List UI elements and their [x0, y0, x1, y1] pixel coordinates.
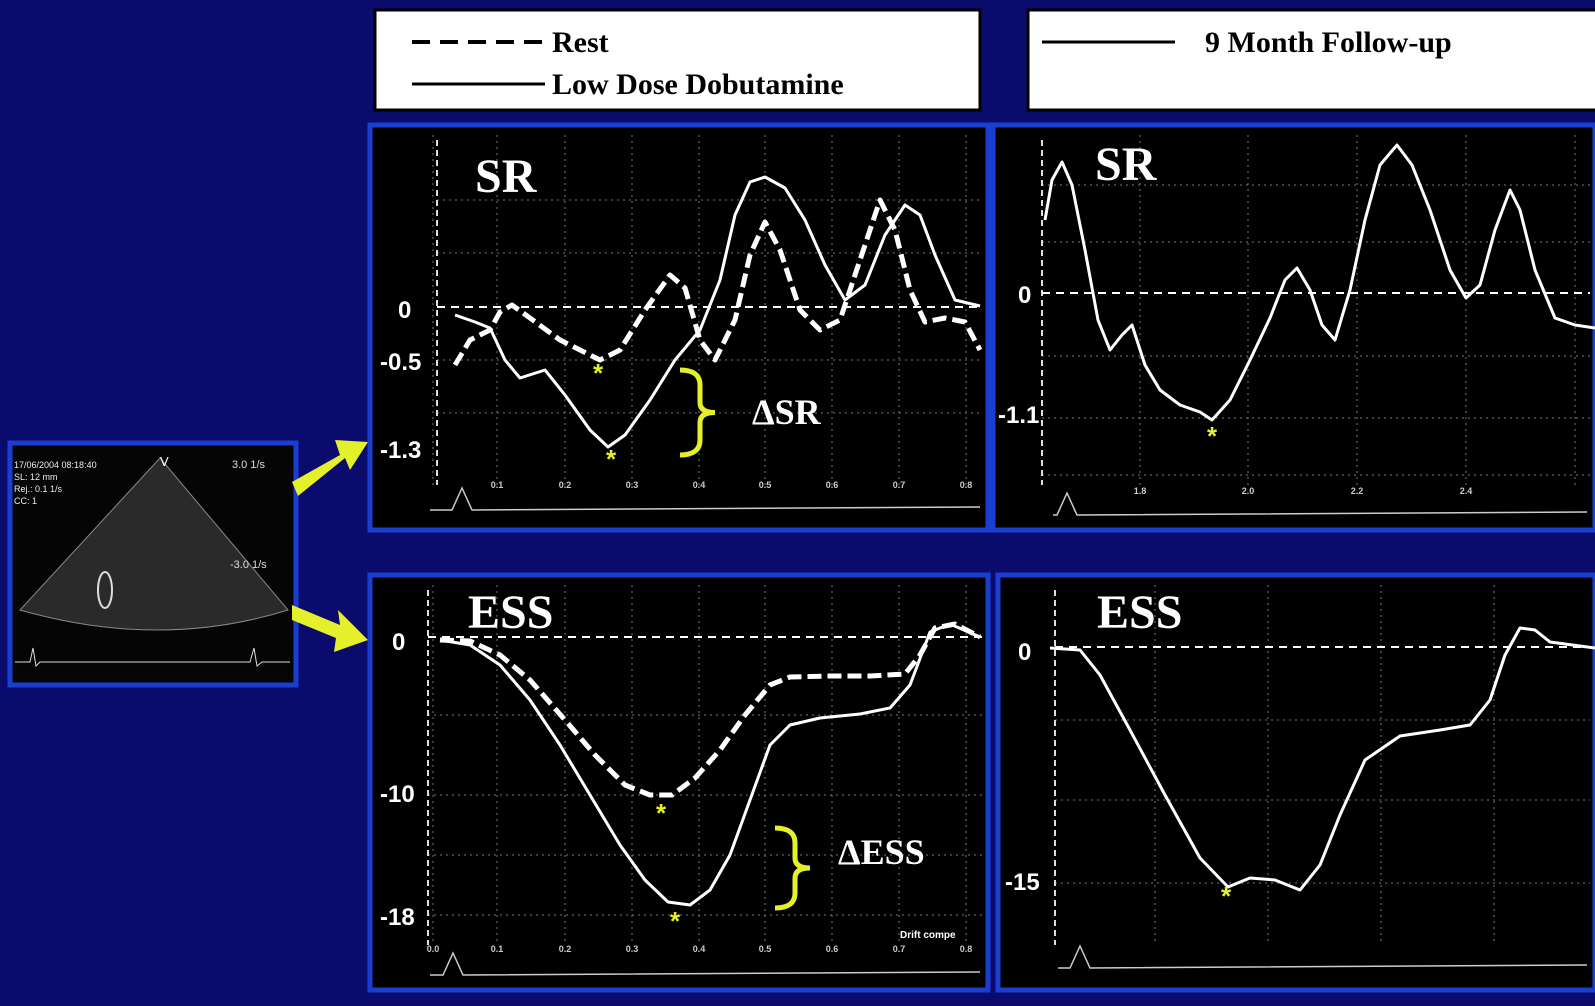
- panel: SR 0 -0.5 -1.3 0.1 0.2 0.3 0.4 0.5 0.6 0.7 0.8 * * ΔSR: [367, 122, 991, 533]
- x-label: 0.5: [759, 480, 772, 490]
- x-label: 0.4: [693, 480, 706, 490]
- curve: [1049, 626, 1595, 892]
- x-label: 0.6: [826, 480, 839, 490]
- asterisk: *: [1207, 421, 1218, 451]
- ecg-trace: [1058, 944, 1588, 969]
- x-label: 0.7: [893, 944, 906, 954]
- x-label: 1.8: [1134, 486, 1147, 496]
- brace: [774, 825, 811, 911]
- arrow: [292, 440, 368, 496]
- curve: [1043, 143, 1595, 422]
- curve: [439, 622, 981, 907]
- ecg-trace: [430, 486, 981, 511]
- echo-scale: 3.0 1/s: [232, 459, 266, 471]
- x-label: 0.1: [491, 944, 504, 954]
- y-label: -1.3: [380, 437, 421, 464]
- curve: [439, 621, 982, 798]
- y-label: -18: [380, 904, 415, 931]
- asterisk: *: [606, 444, 617, 474]
- x-label: 2.0: [1242, 486, 1255, 496]
- x-label: 0.7: [893, 480, 906, 490]
- x-label: 0.8: [960, 944, 973, 954]
- x-label: 0.5: [759, 944, 772, 954]
- x-label: 0.8: [960, 480, 973, 490]
- y-label: -0.5: [380, 349, 421, 376]
- echo-text: Rej.: 0.1 1/s: [14, 484, 63, 494]
- asterisk: *: [1221, 881, 1232, 911]
- legend-dobutamine: Low Dose Dobutamine: [552, 68, 844, 101]
- legend-box: [1026, 8, 1595, 112]
- curve: [454, 175, 981, 449]
- x-label: 2.2: [1351, 486, 1364, 496]
- panel-background: [367, 122, 991, 533]
- x-label: 0.2: [559, 480, 572, 490]
- panel-title: SR: [1095, 138, 1158, 191]
- panel: SR 0 -1.1 1.8 2.0 2.2 2.4 *: [990, 122, 1595, 533]
- x-label: 0.0: [427, 944, 440, 954]
- y-label: 0: [392, 629, 405, 656]
- y-label: -10: [380, 781, 415, 808]
- x-label: 0.3: [626, 480, 639, 490]
- x-label: 2.4: [1460, 486, 1473, 496]
- y-label: 0: [1018, 282, 1031, 309]
- arrow: [292, 605, 368, 652]
- x-label: 0.4: [693, 944, 706, 954]
- panel: ESS 0 -10 -18 0.0 0.1 0.2 0.3 0.4 0.5 0.6 0.7 0.8 * * Δ…: [367, 572, 991, 993]
- echo-scale: -3.0 1/s: [230, 559, 267, 571]
- delta-label: ΔSR: [752, 392, 822, 432]
- echo-sector: [19, 457, 289, 631]
- ecg-trace: [430, 951, 981, 976]
- asterisk: *: [593, 358, 604, 388]
- y-label: 0: [398, 297, 411, 324]
- delta-label: ΔESS: [838, 832, 925, 872]
- y-label: 0: [1018, 639, 1031, 666]
- panel-background: [367, 572, 991, 993]
- echo-text: SL: 12 mm: [14, 472, 58, 482]
- asterisk: *: [656, 798, 667, 828]
- y-label: -1.1: [998, 402, 1039, 429]
- curve: [452, 197, 983, 367]
- y-label: -15: [1005, 869, 1040, 896]
- x-label: 0.6: [826, 944, 839, 954]
- panel-title: SR: [475, 150, 538, 203]
- echo-text: CC: 1: [14, 496, 37, 506]
- x-label: 0.2: [559, 944, 572, 954]
- drift-note: Drift compe: [900, 930, 956, 941]
- echo-text: 17/06/2004 08:18:40: [14, 460, 97, 470]
- panel-background: [990, 122, 1595, 533]
- asterisk: *: [670, 906, 681, 936]
- echo-roi: [97, 571, 113, 609]
- panel-title: ESS: [468, 586, 553, 639]
- legend-box: [373, 8, 982, 112]
- panel-title: ESS: [1097, 586, 1182, 639]
- echo-view: V: [160, 454, 169, 469]
- legend-follow-up: 9 Month Follow-up: [1205, 26, 1452, 59]
- panel-background: [995, 572, 1595, 993]
- ecg-trace: [1053, 491, 1588, 516]
- echo-ecg: [15, 647, 290, 668]
- panel: ESS 0 -15 *: [995, 572, 1595, 993]
- legend-rest: Rest: [552, 26, 609, 59]
- x-label: 0.1: [491, 480, 504, 490]
- brace: [679, 367, 716, 458]
- x-label: 0.3: [626, 944, 639, 954]
